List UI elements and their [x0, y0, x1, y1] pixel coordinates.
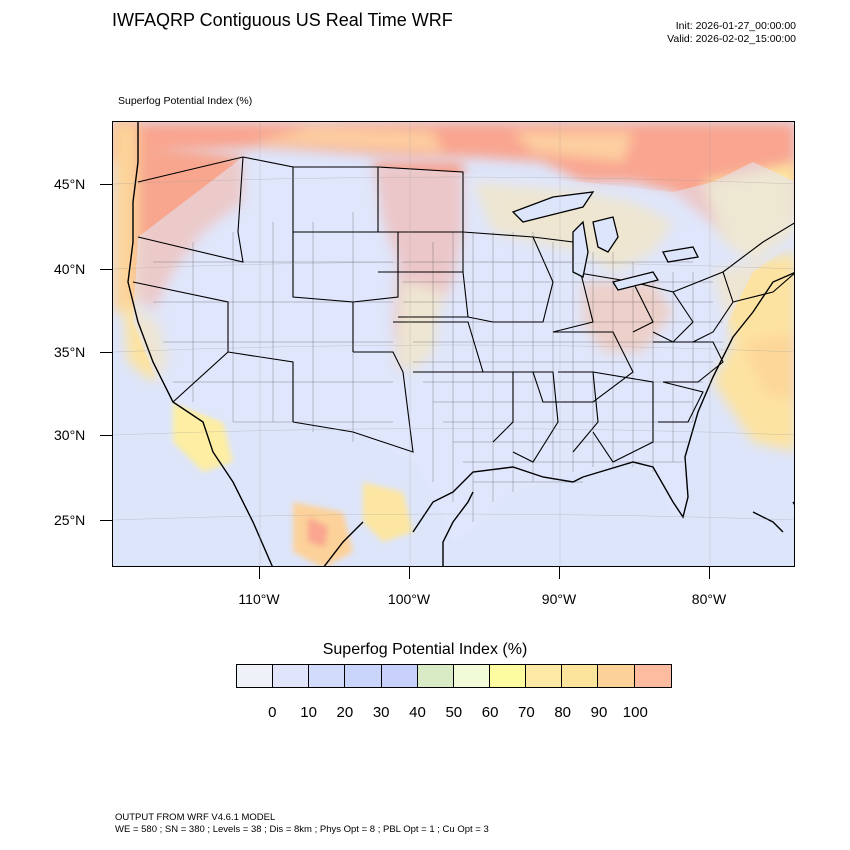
county-lines [153, 212, 723, 522]
fog-field-canada [113, 122, 794, 232]
colorbar-swatch [381, 665, 418, 687]
lon-tick [709, 567, 710, 579]
lon-label-100w: 100°W [387, 591, 431, 607]
colorbar-label: 60 [481, 704, 499, 721]
colorbar [236, 664, 672, 688]
colorbar-swatch [453, 665, 490, 687]
lat-tick [100, 435, 112, 436]
lon-label-80w: 80°W [691, 591, 727, 607]
colorbar-swatch [634, 665, 671, 687]
state-borders [132, 156, 794, 463]
colorbar-swatch [417, 665, 454, 687]
lon-label-110w: 110°W [238, 591, 280, 607]
lat-label-30n: 30°N [54, 427, 86, 443]
graticule [113, 122, 794, 566]
lat-tick [100, 269, 112, 270]
colorbar-swatch [345, 665, 382, 687]
lat-label-25n: 25°N [54, 512, 86, 528]
model-version: OUTPUT FROM WRF V4.6.1 MODEL [115, 812, 276, 823]
lon-tick [409, 567, 410, 579]
colorbar-swatch [598, 665, 635, 687]
colorbar-label: 20 [336, 704, 354, 721]
lat-label-40n: 40°N [54, 261, 86, 277]
colorbar-label: 30 [372, 704, 390, 721]
colorbar-label: 40 [409, 704, 426, 721]
colorbar-label: 70 [518, 704, 535, 721]
colorbar-label: 0 [268, 704, 277, 721]
colorbar-label: 80 [554, 704, 572, 721]
colorbar-label: 100 [622, 704, 648, 721]
init-time: Init: 2026-01-27_00:00:00 [675, 20, 796, 32]
run-time-info: Init: 2026-01-27_00:00:00 Valid: 2026-02… [667, 20, 796, 46]
colorbar-swatch [237, 665, 274, 687]
chart-title: IWFAQRP Contiguous US Real Time WRF [112, 10, 453, 30]
colorbar-label: 10 [300, 704, 317, 721]
model-info: OUTPUT FROM WRF V4.6.1 MODEL WE = 580 ; … [115, 812, 489, 836]
fog-field-mexico [173, 402, 413, 566]
great-lakes [511, 191, 699, 291]
colorbar-swatch [489, 665, 527, 687]
lon-tick [259, 567, 260, 579]
colorbar-swatch [562, 665, 599, 687]
colorbar-swatch [273, 665, 310, 687]
field-label: Superfog Potential Index (%) [118, 95, 253, 107]
lon-label-90w: 90°W [541, 591, 577, 607]
model-config: WE = 580 ; SN = 380 ; Levels = 38 ; Dis … [115, 824, 489, 835]
lat-tick [100, 352, 112, 353]
lon-tick [559, 567, 560, 579]
lat-label-45n: 45°N [54, 176, 86, 192]
lat-tick [100, 184, 112, 185]
lat-tick [100, 520, 112, 521]
colorbar-swatch [309, 665, 346, 687]
valid-time: Valid: 2026-02-02_15:00:00 [667, 33, 796, 45]
coastline [127, 122, 794, 566]
colorbar-label: 50 [445, 704, 463, 721]
colorbar-label: 90 [590, 704, 608, 721]
lat-label-35n: 35°N [54, 344, 86, 360]
conus-land [133, 157, 794, 542]
map-panel [112, 121, 795, 567]
colorbar-swatch [526, 665, 563, 687]
map-canvas [113, 122, 794, 566]
colorbar-title: Superfog Potential Index (%) [322, 641, 528, 658]
